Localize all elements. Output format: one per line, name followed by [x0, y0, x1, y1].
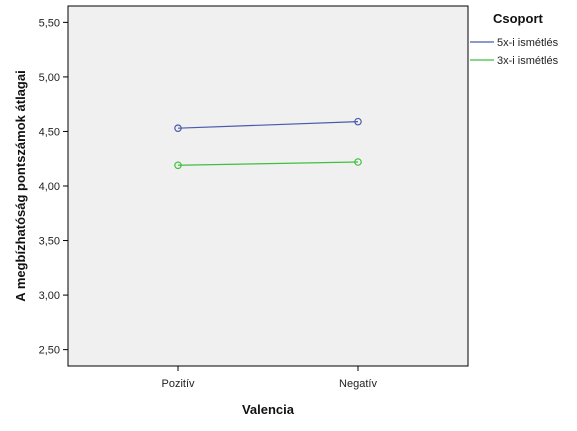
- x-axis: Pozitív Negatív: [161, 366, 377, 390]
- data-point: [354, 158, 362, 166]
- data-point: [174, 161, 182, 170]
- data-point: [174, 124, 182, 132]
- y-axis: 2,50 3,00 3,50 4,00 4,50 5,00 5,50: [39, 17, 68, 357]
- plot-area: [67, 5, 469, 367]
- y-tick-label: 4,50: [39, 126, 60, 138]
- series-line: [177, 161, 359, 166]
- y-tick-label: 2,50: [39, 345, 60, 357]
- data-point: [354, 117, 362, 126]
- legend-label: 5x-i ismétlés: [497, 37, 559, 49]
- x-axis-title: Valencia: [242, 402, 295, 417]
- y-tick-label: 3,50: [39, 236, 60, 248]
- series-line: [177, 121, 359, 129]
- legend: Csoport 5x-i ismétlés 3x-i ismétlés: [470, 11, 559, 67]
- series-layer: [174, 117, 362, 170]
- y-tick-label: 4,00: [39, 181, 60, 193]
- y-tick-label: 3,00: [39, 290, 60, 302]
- legend-title: Csoport: [493, 11, 544, 26]
- y-axis-title: A megbízhatóság pontszámok átlagai: [13, 70, 28, 301]
- y-tick-label: 5,00: [39, 72, 60, 84]
- legend-label: 3x-i ismétlés: [497, 55, 559, 67]
- y-tick-label: 5,50: [39, 17, 60, 29]
- x-tick-label: Negatív: [339, 378, 377, 390]
- x-tick-label: Pozitív: [161, 378, 195, 390]
